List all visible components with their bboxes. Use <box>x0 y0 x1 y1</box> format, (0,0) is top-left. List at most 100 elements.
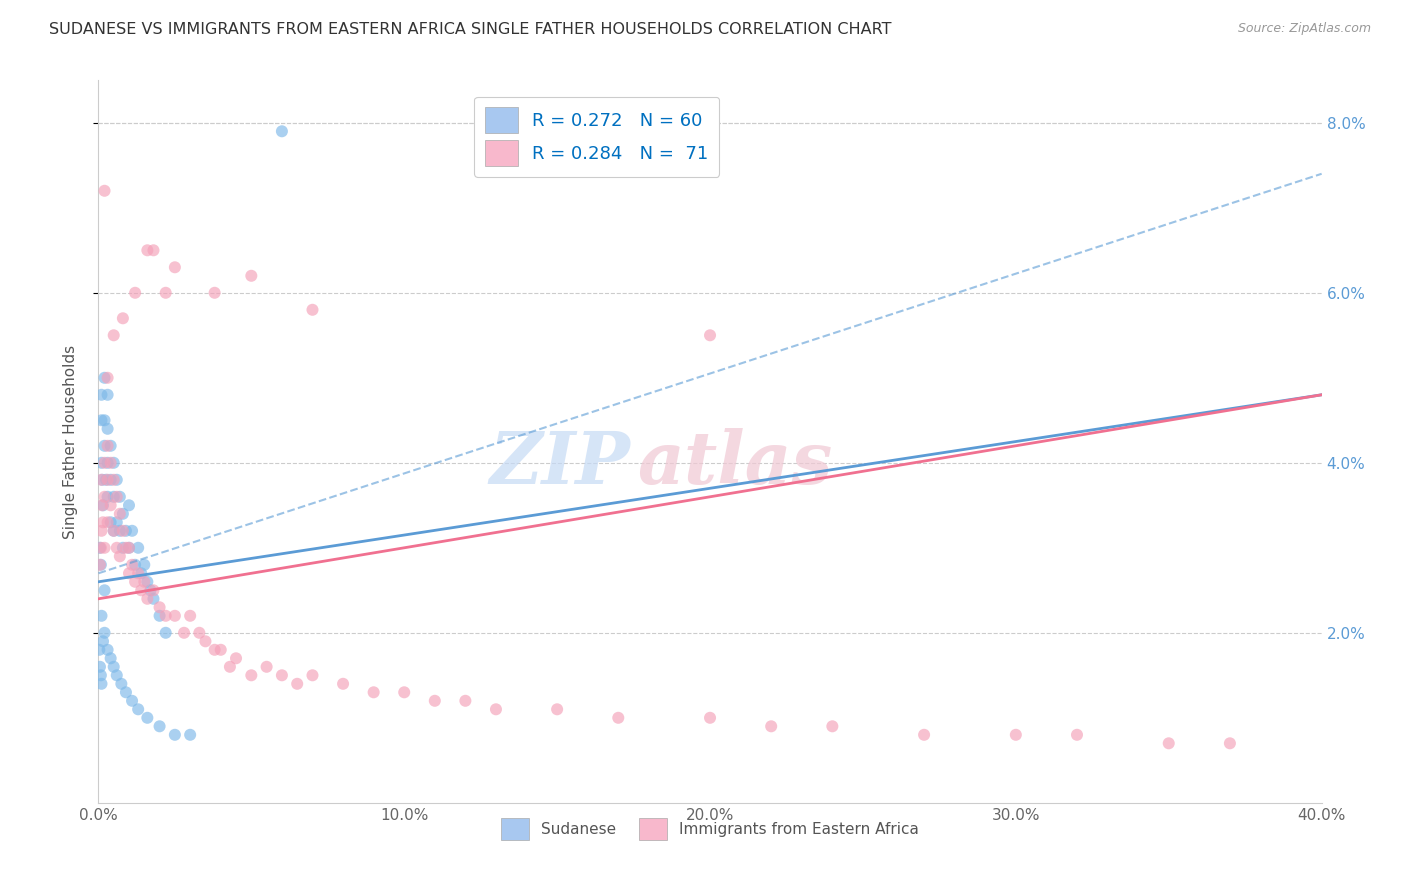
Point <box>93 583 115 598</box>
Point <box>454 694 477 708</box>
Point <box>100 473 122 487</box>
Point <box>108 524 131 538</box>
Point <box>485 702 508 716</box>
Point <box>118 566 141 581</box>
Point <box>285 677 308 691</box>
Point <box>188 625 211 640</box>
Point <box>127 541 149 555</box>
Point <box>163 608 186 623</box>
Point <box>270 124 292 138</box>
Point <box>1066 728 1088 742</box>
Point <box>142 583 165 598</box>
Point <box>121 524 143 538</box>
Point <box>194 634 217 648</box>
Point <box>103 456 125 470</box>
Point <box>139 583 162 598</box>
Point <box>118 498 141 512</box>
Point <box>100 439 122 453</box>
Point <box>759 719 782 733</box>
Point <box>97 422 120 436</box>
Point <box>301 668 323 682</box>
Point <box>115 541 138 555</box>
Point <box>699 328 721 343</box>
Point <box>93 490 115 504</box>
Point <box>111 507 134 521</box>
Point <box>204 642 226 657</box>
Point <box>821 719 844 733</box>
Point <box>90 677 112 691</box>
Text: ZIP: ZIP <box>489 428 630 499</box>
Point <box>240 268 263 283</box>
Point <box>155 625 177 640</box>
Point <box>91 516 114 530</box>
Point <box>97 516 120 530</box>
Point <box>91 473 114 487</box>
Point <box>93 541 115 555</box>
Point <box>155 608 177 623</box>
Point <box>363 685 385 699</box>
Point <box>90 473 112 487</box>
Point <box>110 677 132 691</box>
Point <box>301 302 323 317</box>
Point <box>142 591 165 606</box>
Point <box>100 498 122 512</box>
Point <box>93 184 115 198</box>
Point <box>136 244 159 258</box>
Text: SUDANESE VS IMMIGRANTS FROM EASTERN AFRICA SINGLE FATHER HOUSEHOLDS CORRELATION : SUDANESE VS IMMIGRANTS FROM EASTERN AFRI… <box>49 22 891 37</box>
Point <box>127 566 149 581</box>
Point <box>209 642 232 657</box>
Point <box>1004 728 1026 742</box>
Point <box>93 625 115 640</box>
Point <box>546 702 568 716</box>
Point <box>136 591 159 606</box>
Point <box>149 608 172 623</box>
Point <box>90 413 112 427</box>
Point <box>256 660 278 674</box>
Point <box>204 285 226 300</box>
Point <box>93 456 115 470</box>
Point <box>90 388 112 402</box>
Point <box>129 583 152 598</box>
Point <box>94 473 117 487</box>
Point <box>423 694 446 708</box>
Point <box>118 541 141 555</box>
Point <box>93 439 115 453</box>
Point <box>108 549 131 564</box>
Point <box>105 473 128 487</box>
Point <box>90 668 112 682</box>
Point <box>97 388 120 402</box>
Point <box>103 490 125 504</box>
Point <box>97 439 120 453</box>
Point <box>90 541 112 555</box>
Point <box>129 566 152 581</box>
Point <box>136 574 159 589</box>
Point <box>97 371 120 385</box>
Point <box>155 285 177 300</box>
Point <box>105 668 128 682</box>
Point <box>179 608 201 623</box>
Point <box>97 473 120 487</box>
Point <box>111 524 134 538</box>
Point <box>124 285 146 300</box>
Point <box>134 574 156 589</box>
Point <box>179 728 201 742</box>
Point <box>103 524 125 538</box>
Point <box>97 642 120 657</box>
Point <box>105 516 128 530</box>
Point <box>149 600 172 615</box>
Point <box>103 473 125 487</box>
Y-axis label: Single Father Households: Single Father Households <box>63 344 77 539</box>
Point <box>90 558 112 572</box>
Point <box>124 558 146 572</box>
Point <box>91 634 114 648</box>
Point <box>142 244 165 258</box>
Point <box>219 660 242 674</box>
Point <box>240 668 263 682</box>
Point <box>392 685 416 699</box>
Point <box>105 490 128 504</box>
Point <box>136 711 159 725</box>
Text: Source: ZipAtlas.com: Source: ZipAtlas.com <box>1237 22 1371 36</box>
Point <box>115 685 138 699</box>
Point <box>124 574 146 589</box>
Point <box>90 456 112 470</box>
